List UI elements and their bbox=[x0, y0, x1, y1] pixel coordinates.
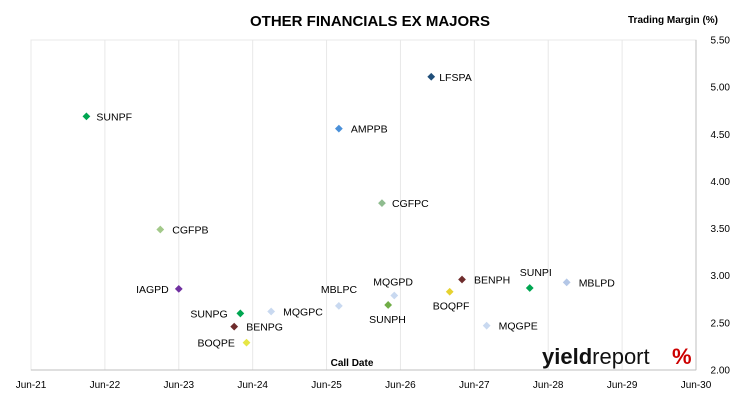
plot-area bbox=[30, 39, 697, 371]
data-point-label: BOQPE bbox=[198, 338, 235, 350]
data-point-label: CGFPC bbox=[392, 198, 429, 210]
data-point bbox=[457, 274, 467, 285]
data-point-label: SUNPH bbox=[369, 314, 406, 326]
y-tick-label: 2.50 bbox=[711, 318, 731, 329]
data-point bbox=[334, 301, 344, 311]
x-tick-label: Jun-30 bbox=[681, 380, 712, 391]
y-axis-label: Trading Margin (%) bbox=[628, 15, 718, 26]
x-tick-label: Jun-27 bbox=[459, 380, 490, 391]
data-point-label: BENPH bbox=[474, 274, 510, 286]
data-point-label: SUNPG bbox=[190, 308, 227, 320]
data-point bbox=[235, 308, 245, 319]
data-point bbox=[174, 284, 184, 294]
data-point-label: CGFPB bbox=[172, 225, 208, 237]
chart-title: OTHER FINANCIALS EX MAJORS bbox=[250, 13, 490, 30]
data-point bbox=[525, 283, 535, 293]
data-point-label: MBLPD bbox=[579, 277, 616, 289]
data-point bbox=[562, 277, 572, 287]
data-point bbox=[383, 300, 393, 310]
x-tick-label: Jun-26 bbox=[385, 380, 416, 391]
logo-report-text: report bbox=[592, 344, 649, 369]
data-point-label: MQGPD bbox=[373, 277, 413, 289]
svg-text:yieldreport: yieldreport bbox=[542, 344, 650, 369]
x-tick-label: Jun-22 bbox=[90, 380, 121, 391]
data-point bbox=[266, 306, 276, 317]
data-point bbox=[81, 111, 92, 121]
y-tick-label: 3.50 bbox=[711, 224, 731, 235]
data-point bbox=[445, 287, 455, 297]
data-point bbox=[482, 321, 492, 331]
data-point bbox=[389, 290, 399, 301]
data-point bbox=[377, 198, 387, 208]
y-tick-label: 5.50 bbox=[711, 36, 731, 47]
x-axis-label: Call Date bbox=[331, 358, 374, 369]
x-tick-label: Jun-21 bbox=[16, 380, 47, 391]
data-point bbox=[155, 224, 165, 235]
y-tick-label: 4.00 bbox=[711, 177, 731, 188]
y-tick-label: 4.50 bbox=[711, 130, 731, 141]
x-tick-label: Jun-28 bbox=[533, 380, 564, 391]
y-tick-label: 5.00 bbox=[711, 83, 731, 94]
logo-yield-text: yield bbox=[542, 344, 592, 369]
data-point-label: LFSPA bbox=[439, 72, 471, 84]
data-point bbox=[334, 124, 344, 134]
x-tick-label: Jun-24 bbox=[237, 380, 268, 391]
x-tick-label: Jun-23 bbox=[163, 380, 194, 391]
data-point-label: BOQPF bbox=[433, 301, 470, 313]
x-tick-label: Jun-29 bbox=[607, 380, 638, 391]
y-tick-label: 2.00 bbox=[711, 366, 731, 377]
data-point-label: MBLPC bbox=[321, 284, 358, 296]
x-tick-label: Jun-25 bbox=[311, 380, 342, 391]
data-point bbox=[229, 322, 239, 332]
data-point-label: MQGPE bbox=[499, 321, 538, 333]
yieldreport-logo: yieldreport % bbox=[542, 344, 692, 369]
logo-percent-text: % bbox=[672, 344, 692, 369]
data-point-label: AMPPB bbox=[351, 124, 388, 136]
y-tick-label: 3.00 bbox=[711, 271, 731, 282]
data-point bbox=[426, 72, 436, 82]
data-point-label: IAGPD bbox=[136, 284, 169, 296]
data-point-label: BENPG bbox=[246, 322, 283, 334]
data-point-label: SUNPI bbox=[520, 267, 552, 279]
data-point bbox=[241, 338, 252, 348]
data-point-label: SUNPF bbox=[96, 111, 132, 123]
data-point-label: MQGPC bbox=[283, 307, 323, 319]
